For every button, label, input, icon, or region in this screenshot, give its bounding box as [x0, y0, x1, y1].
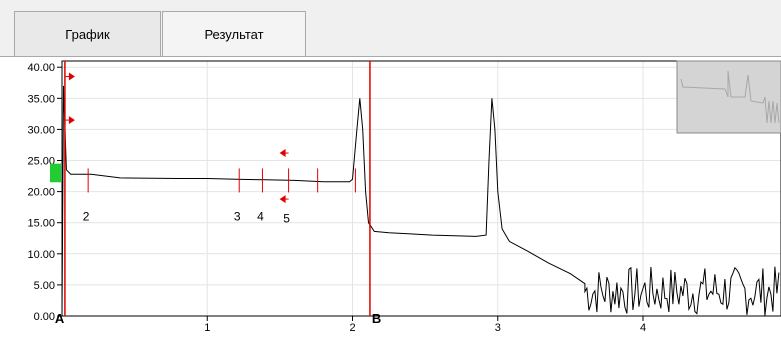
y-tick-label: 0.00	[34, 311, 55, 323]
start-handle[interactable]	[50, 163, 61, 183]
plot-frame	[61, 60, 781, 317]
x-tick-label: 2	[349, 322, 355, 333]
cursor-b-label: B	[372, 311, 381, 326]
tab-result[interactable]: Результат	[162, 11, 306, 56]
right-arrow-icon	[68, 116, 75, 125]
trace-chart-svg[interactable]: 0.00 5.00 10.00 15.00 20.00 25.00 30.00 35.00 40…	[0, 57, 781, 334]
x-tick-label: 4	[640, 322, 646, 333]
overview-panel[interactable]	[676, 60, 781, 134]
y-tick-label: 35.00	[27, 93, 55, 105]
left-arrow-icon	[279, 195, 286, 204]
y-tick-label: 5.00	[34, 280, 55, 292]
trace-line	[61, 85, 780, 317]
y-tick-label: 30.00	[27, 124, 55, 136]
y-tick-label: 25.00	[27, 156, 55, 168]
tab-bar: График Результат	[0, 0, 781, 57]
tab-graph[interactable]: График	[14, 11, 161, 56]
trace-chart[interactable]: 0.00 5.00 10.00 15.00 20.00 25.00 30.00 35.00 40…	[0, 57, 781, 334]
x-tick-label: 3	[495, 322, 501, 333]
y-tick-label: 40.00	[27, 62, 55, 74]
event-label: 4	[257, 209, 264, 223]
y-tick-label: 15.00	[27, 218, 55, 230]
event-label: 3	[234, 209, 241, 223]
left-arrow-icon	[279, 149, 286, 158]
overview-trace	[680, 70, 780, 124]
event-label: 5	[283, 211, 290, 225]
y-tick-label: 10.00	[27, 249, 55, 261]
y-tick-label: 20.00	[27, 187, 55, 199]
event-label: 2	[83, 209, 90, 223]
cursor-a-label: A	[55, 311, 65, 326]
x-tick-label: 1	[204, 322, 210, 333]
right-arrow-icon	[68, 72, 75, 81]
